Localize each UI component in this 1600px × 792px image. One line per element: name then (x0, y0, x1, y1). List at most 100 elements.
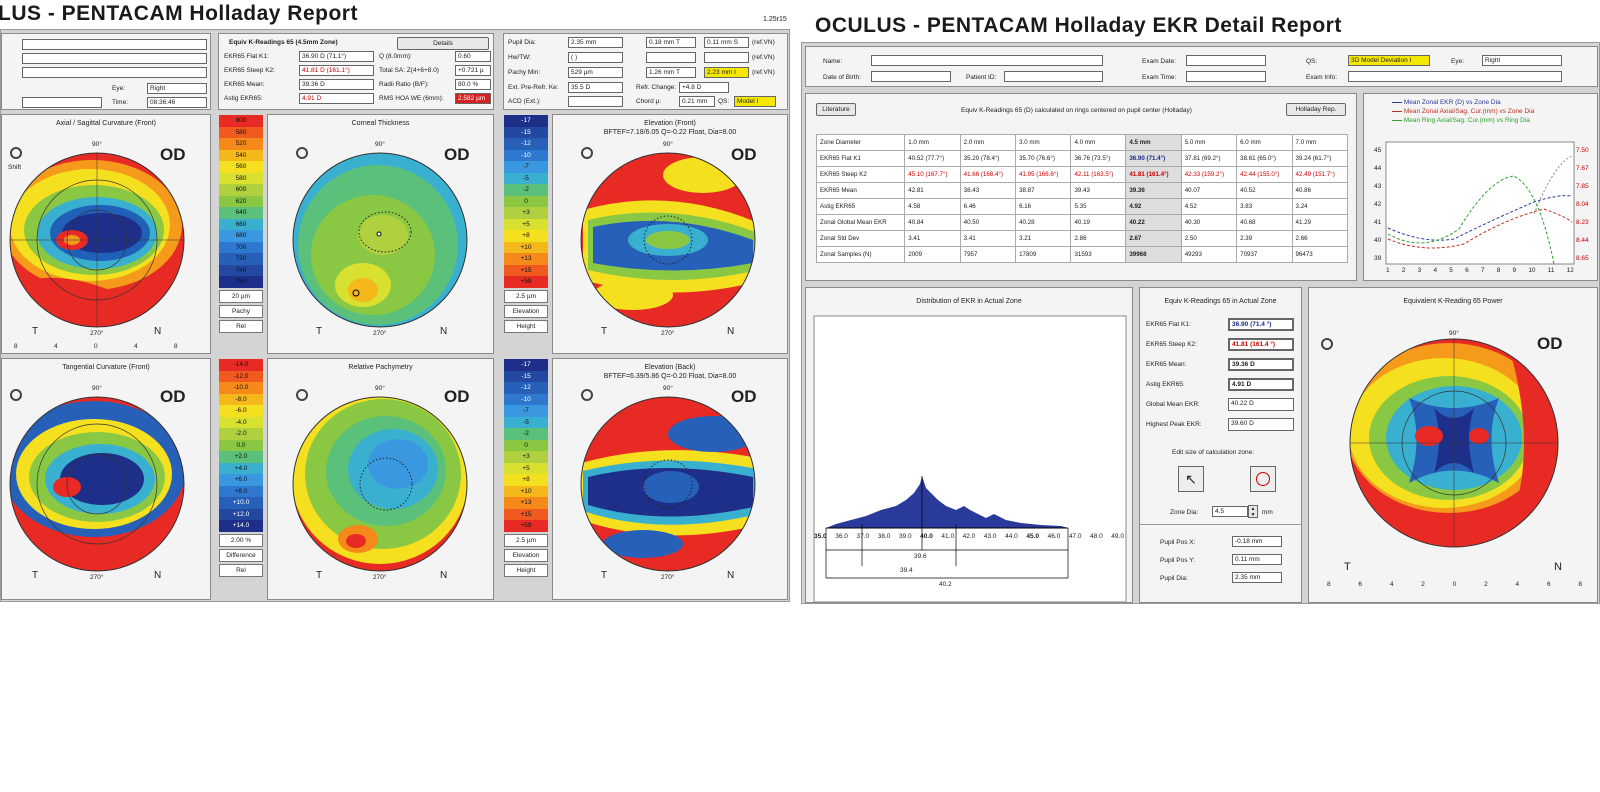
deg-270-label: 270° (373, 574, 387, 581)
map-title: Relative Pachymetry (348, 364, 413, 371)
y-right-tick: 8.04 (1576, 201, 1589, 208)
elev2-step: 2.5 µm (504, 534, 548, 547)
table-header-row: Zone Diameter 1.0 mm 2.0 mm 3.0 mm 4.0 mm 4.5… (815, 134, 1349, 151)
map-subtitle: BFTEF=7.18/6.05 Q=-0.22 Float, Dia=8.00 (603, 129, 737, 136)
actual-steep-label: EKR65 Steep K2: (1146, 341, 1197, 348)
table-cell: Astig EKR65 (815, 198, 906, 215)
zone-line-chart (1385, 141, 1575, 265)
elevation-back-map[interactable] (553, 359, 789, 601)
shift-icon[interactable] (10, 389, 22, 401)
shift-icon[interactable] (296, 147, 308, 159)
elevation-back-color-scale: -17 -15 -12 -10 -7 -5 -2 0 +3 +5 +8 +10 … (504, 359, 548, 532)
y-left-tick: 41 (1374, 219, 1382, 226)
x-tick: 4 (1433, 267, 1438, 274)
literature-button[interactable]: Literature (816, 103, 856, 116)
deg-270-label: 270° (90, 574, 104, 581)
pointer-tool-button[interactable]: ↖ (1178, 466, 1204, 492)
time-label: Time: (112, 99, 129, 106)
scale-step: +15 (504, 264, 548, 276)
table-cell: 1.0 mm (904, 134, 961, 151)
dob-field[interactable] (871, 71, 951, 82)
table-cell: 40.30 (1180, 214, 1238, 231)
table-cell: 5.35 (1070, 198, 1127, 215)
shift-icon[interactable] (10, 147, 22, 159)
x-tick: 41.0 (941, 533, 955, 540)
thickness-map[interactable] (268, 115, 495, 355)
diff-mode[interactable]: Rel (219, 564, 263, 577)
zone-dia-stepper[interactable]: ▲ ▼ (1248, 505, 1258, 518)
details-button[interactable]: Details (397, 37, 489, 50)
scale-step: -15 (504, 126, 548, 138)
tangential-map-panel: Tangential Curvature (Front) OD T N 90° … (1, 358, 211, 600)
zone-tool-button[interactable] (1250, 466, 1276, 492)
time-field: 08:36:46 (147, 97, 207, 108)
patient-id-label: Patient ID: (966, 74, 997, 81)
elev-mode[interactable]: Height (504, 320, 548, 333)
name-field[interactable] (22, 39, 207, 50)
table-cell: 17809 (1015, 246, 1072, 263)
table-cell: 31593 (1070, 246, 1127, 263)
shift-icon[interactable] (581, 147, 593, 159)
patient-id-field[interactable] (1004, 71, 1103, 82)
table-cell: EKR65 Mean (815, 182, 906, 199)
scale-step: -2 (504, 184, 548, 196)
x-tick: 36.0 (835, 533, 848, 540)
table-cell: 4.5 mm (1125, 134, 1182, 151)
patient-id-field[interactable] (22, 97, 102, 108)
relative-pachy-map[interactable] (268, 359, 495, 601)
x-tick: 2 (1421, 581, 1425, 588)
elevation-front-panel: Elevation (Front) BFTEF=7.18/6.05 Q=-0.2… (552, 114, 788, 354)
deg-270-label: 270° (90, 330, 104, 337)
scale-step: -15 (504, 370, 548, 382)
scale-step: -2.0 (219, 428, 263, 440)
name-field[interactable] (871, 55, 1103, 66)
shift-icon[interactable] (581, 389, 593, 401)
surname-field[interactable] (22, 53, 207, 64)
qs-field: 3D Model Deviation I (1348, 55, 1430, 66)
tangential-map[interactable] (2, 359, 212, 601)
pachy-step: 20 µm (219, 290, 263, 303)
version-label: 1.25r15 (763, 16, 787, 23)
n-label: N (727, 570, 735, 581)
table-cell: 39.36 (1125, 182, 1182, 199)
x-tick: 8 (174, 343, 178, 350)
x-tick: 35.0 (814, 533, 827, 540)
mean-mark: 39.4 (900, 567, 913, 574)
table-cell: 4.58 (904, 198, 961, 215)
zone-chart-panel: Mean Zonal EKR (D) vs Zone Dia Mean Zona… (1363, 93, 1598, 281)
t-label: T (1344, 561, 1351, 573)
table-row: EKR65 Steep K2 45.10 (167.7°) 41.66 (168.4… (815, 166, 1349, 183)
shift-icon[interactable] (296, 389, 308, 401)
x-tick: 7 (1480, 267, 1485, 274)
table-cell: 2.66 (1291, 230, 1349, 247)
scale-step: -12 (504, 382, 548, 394)
scale-step: 760 (219, 276, 263, 288)
exam-time-label: Exam Time: (1142, 74, 1177, 81)
elev2-name: Elevation (504, 549, 548, 562)
table-cell: 4.0 mm (1070, 134, 1127, 151)
elevation-front-map[interactable] (553, 115, 789, 355)
x-tick: 48.0 (1090, 533, 1103, 540)
scale-step: +13 (504, 253, 548, 265)
scale-step: +8.0 (219, 485, 263, 497)
refr-change-label: Refr. Change: (636, 84, 677, 91)
holladay-report-button[interactable]: Holladay Rep. (1286, 103, 1346, 116)
deg-270-label: 270° (373, 330, 387, 337)
dob-field[interactable] (22, 67, 207, 78)
table-cell: 3.21 (1015, 230, 1072, 247)
power-map[interactable] (1309, 288, 1599, 604)
elev-step: 2.5 µm (504, 290, 548, 303)
shift-icon[interactable] (1321, 338, 1333, 350)
scale-step: -12.0 (219, 370, 263, 382)
table-cell: 6.0 mm (1236, 134, 1293, 151)
zone-dia-input[interactable]: 4.5 (1212, 506, 1248, 517)
qs-label: QS: (718, 98, 730, 105)
pachy-mode[interactable]: Rel (219, 320, 263, 333)
t-label: T (316, 326, 323, 337)
x-tick: 5 (1449, 267, 1453, 274)
x-tick: 6 (1546, 581, 1551, 588)
axial-map[interactable] (2, 115, 212, 355)
elev2-mode[interactable]: Height (504, 564, 548, 577)
table-row: Zonal Samples (N) 2009 7957 17809 31593 39968… (815, 246, 1349, 263)
scale-step: 740 (219, 264, 263, 276)
